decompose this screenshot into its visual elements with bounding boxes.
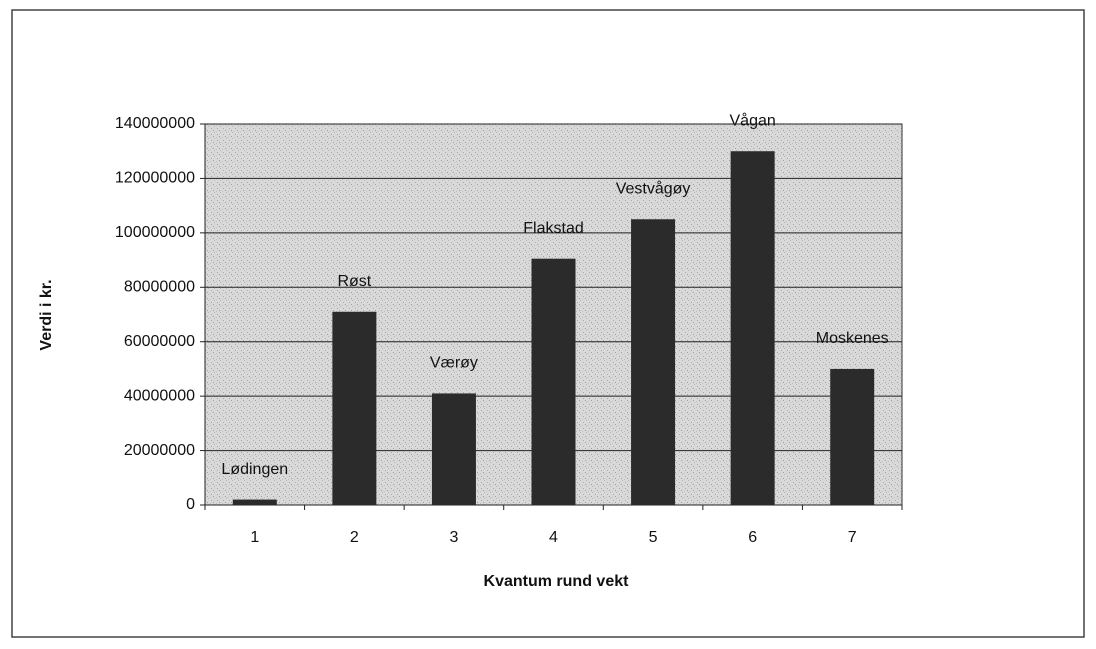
x-tick-label: 6 <box>748 529 757 546</box>
bar <box>830 368 875 505</box>
bar <box>531 258 576 505</box>
x-tick-label: 3 <box>449 529 458 546</box>
bar-label: Røst <box>337 273 371 290</box>
x-tick-label: 7 <box>848 529 857 546</box>
bar <box>332 311 377 505</box>
x-tick-label: 1 <box>250 529 259 546</box>
y-tick-label: 80000000 <box>124 279 195 296</box>
x-tick-label: 4 <box>549 529 558 546</box>
bar-label: Lødingen <box>221 461 288 478</box>
y-tick-label: 60000000 <box>124 333 195 350</box>
bar <box>730 151 775 505</box>
y-tick-label: 0 <box>186 496 195 513</box>
y-tick-label: 140000000 <box>115 115 195 132</box>
y-axis-label: Verdi i kr. <box>38 279 55 350</box>
x-axis-label: Kvantum rund vekt <box>484 573 630 590</box>
bar-label: Moskenes <box>816 330 889 347</box>
y-tick-label: 120000000 <box>115 170 195 187</box>
bar <box>631 219 676 505</box>
y-tick-label: 40000000 <box>124 387 195 404</box>
bar <box>232 499 277 505</box>
bar-label: Vågan <box>730 111 776 129</box>
x-tick-label: 2 <box>350 529 359 546</box>
bar-label: Flakstad <box>523 220 583 237</box>
bar-label: Vestvågøy <box>616 179 691 197</box>
bar-label: Værøy <box>430 355 478 372</box>
y-tick-label: 100000000 <box>115 224 195 241</box>
x-tick-label: 5 <box>649 529 658 546</box>
y-tick-label: 20000000 <box>124 442 195 459</box>
bar <box>431 393 476 505</box>
